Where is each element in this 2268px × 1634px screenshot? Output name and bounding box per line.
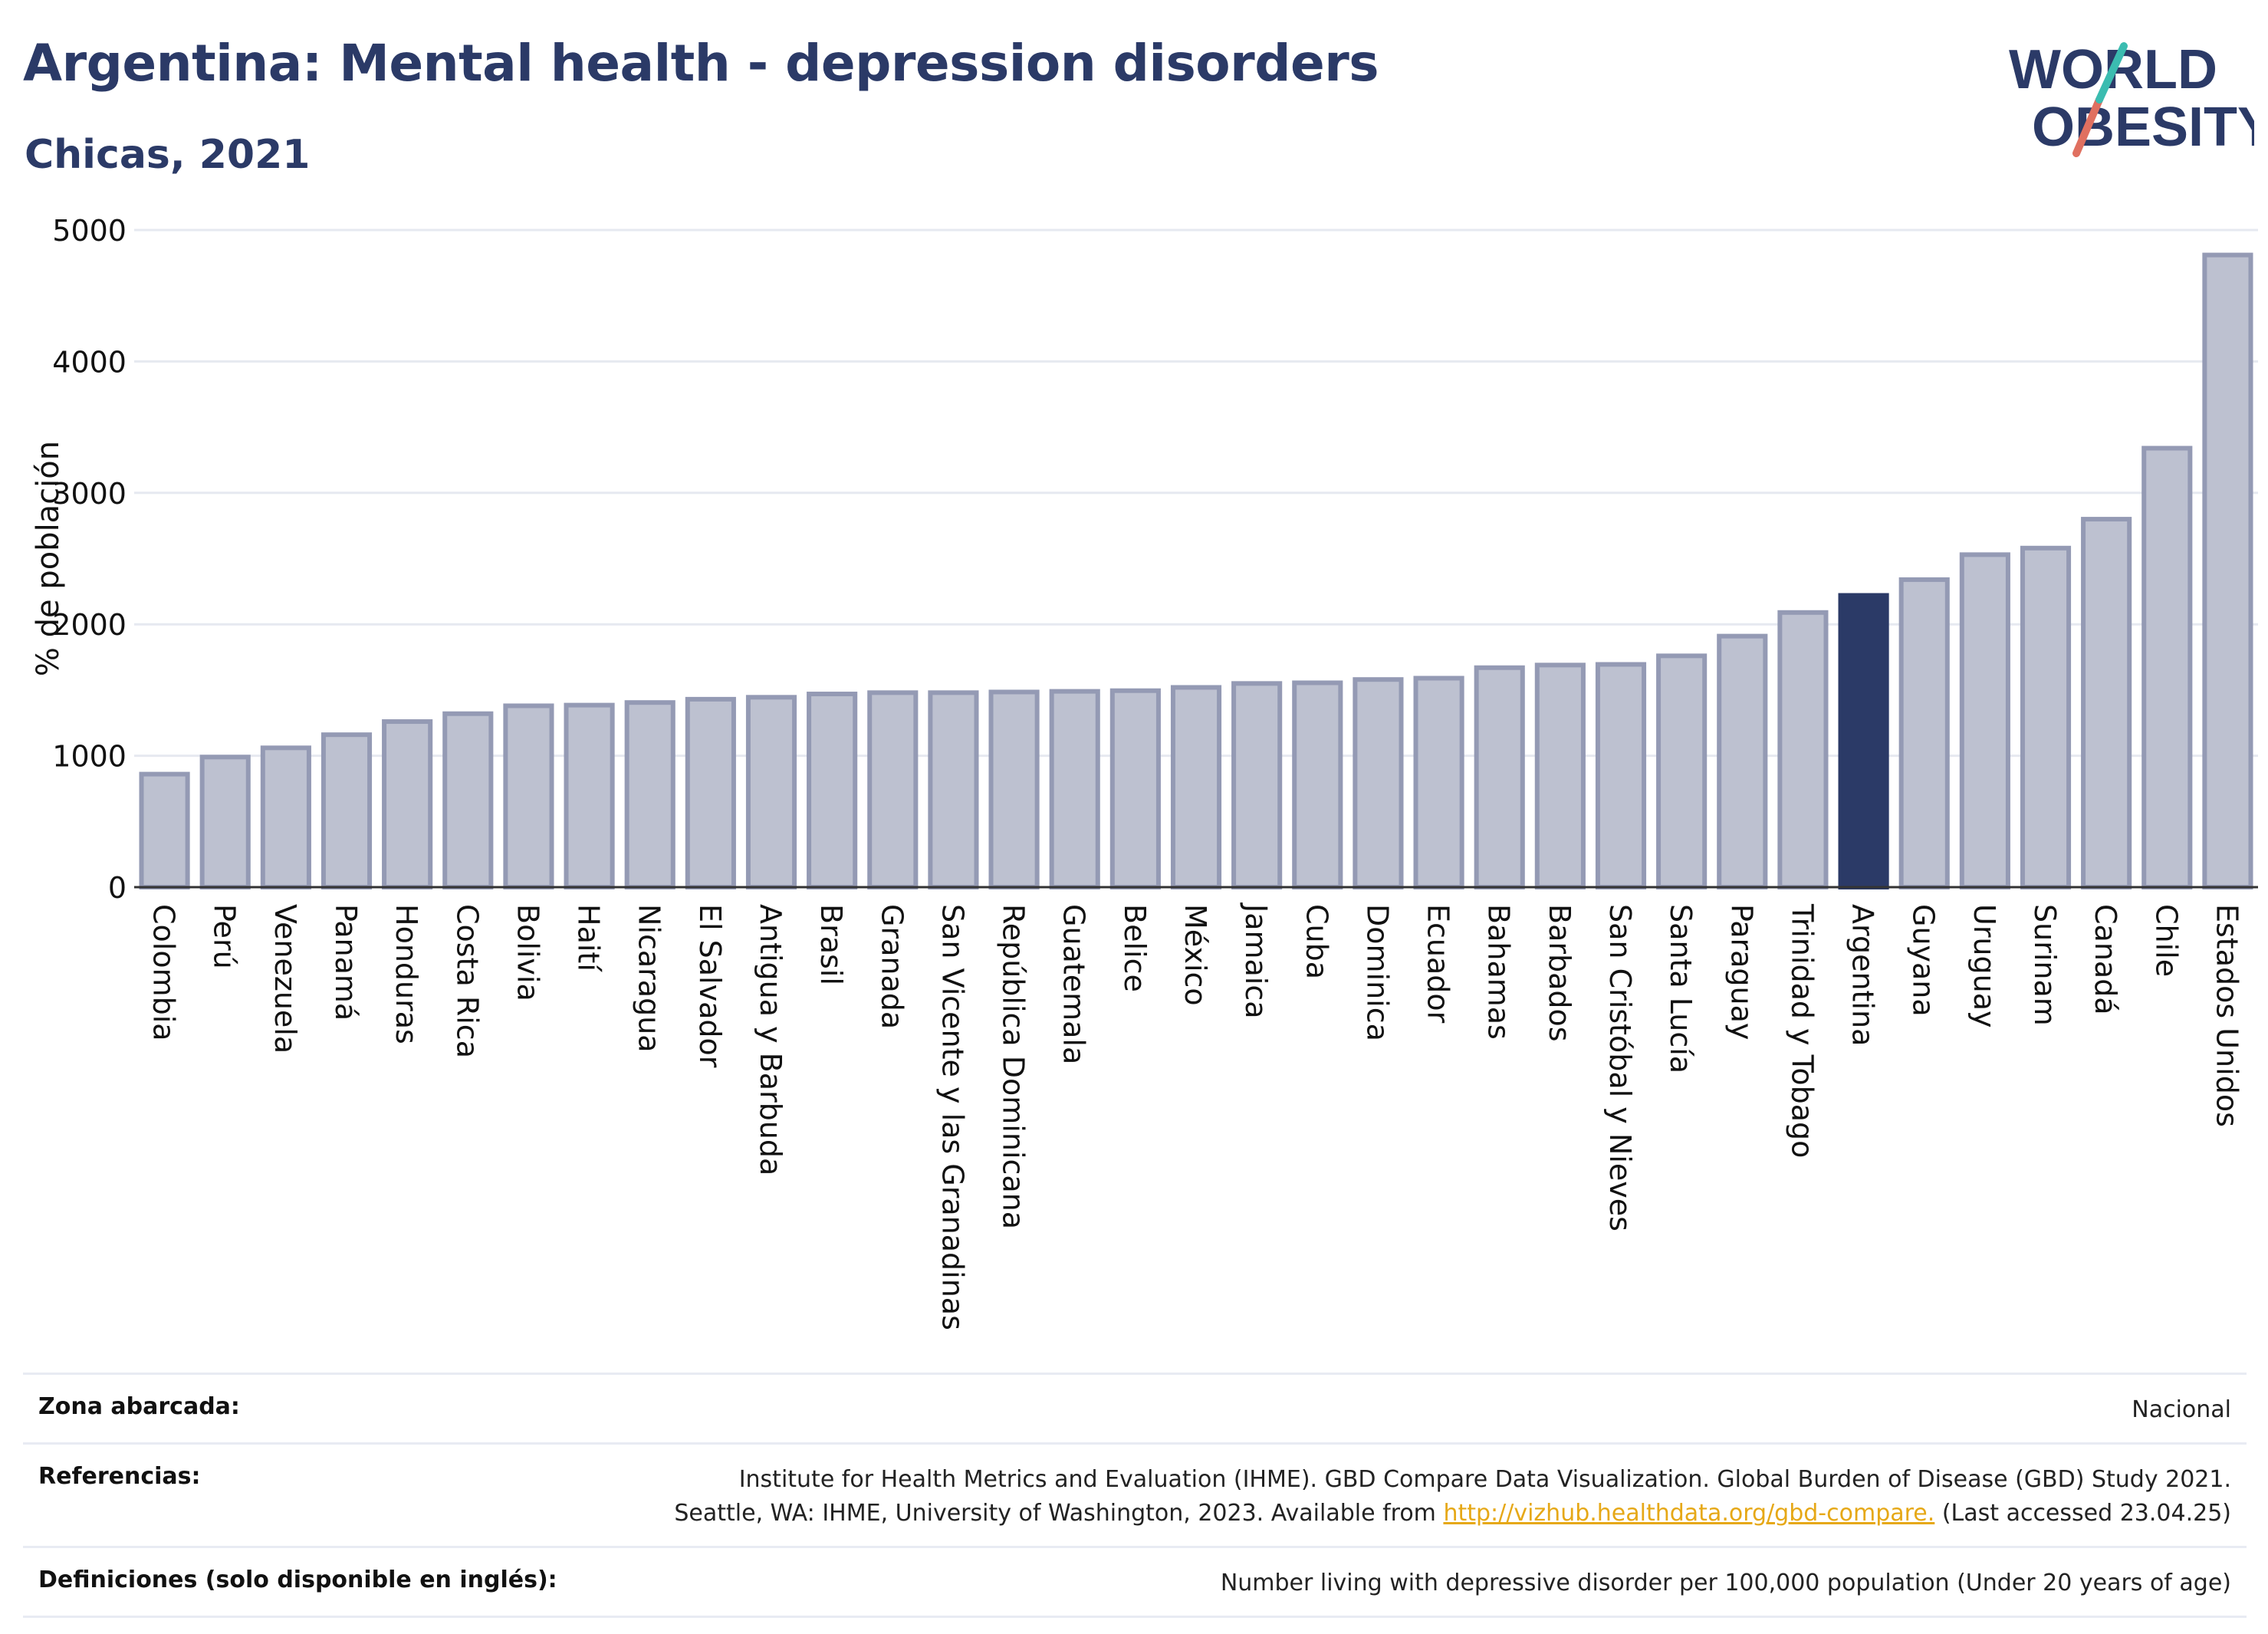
x-tick-label: Brasil xyxy=(814,904,848,985)
x-tick-label: Honduras xyxy=(390,904,423,1044)
chart-subtitle: Chicas, 2021 xyxy=(25,132,311,178)
x-tick-label: Canadá xyxy=(2089,904,2122,1015)
world-obesity-logo: WORLD OBESITY xyxy=(2009,39,2254,158)
x-tick-label: Paraguay xyxy=(1724,904,1758,1040)
x-tick-label: Belice xyxy=(1118,904,1152,992)
x-tick-label: Haití xyxy=(572,904,606,972)
bar xyxy=(139,771,190,890)
bar xyxy=(1595,662,1647,889)
bar xyxy=(1534,662,1586,889)
bar xyxy=(2141,445,2193,889)
footer-value: Institute for Health Metrics and Evaluat… xyxy=(674,1463,2231,1530)
bar xyxy=(1474,665,1525,890)
bar xyxy=(988,689,1040,890)
x-tick-label: Antigua y Barbuda xyxy=(754,904,787,1175)
y-axis-label: % de población xyxy=(31,441,66,676)
bar xyxy=(2081,517,2132,890)
bar xyxy=(1959,552,2010,889)
bar xyxy=(1353,677,1404,889)
x-tick-label: Guatemala xyxy=(1057,904,1091,1064)
reference-prefix: Seattle, WA: IHME, University of Washing… xyxy=(674,1500,1444,1527)
x-tick-label: República Dominicana xyxy=(997,904,1030,1229)
reference-line-1: Institute for Health Metrics and Evaluat… xyxy=(738,1466,2231,1493)
x-tick-label: Barbados xyxy=(1543,904,1576,1042)
x-tick-label: Argentina xyxy=(1846,904,1880,1046)
bar xyxy=(260,745,311,889)
x-tick-label: Granada xyxy=(875,904,909,1029)
bar xyxy=(1838,593,1889,889)
y-tick-label: 3000 xyxy=(52,477,127,511)
chart-title: Argentina: Mental health - depression di… xyxy=(23,34,1379,93)
x-tick-label: México xyxy=(1178,904,1212,1006)
x-tick-label: Jamaica xyxy=(1239,902,1273,1019)
x-tick-label: Uruguay xyxy=(1967,904,2001,1028)
x-tick-label: Colombia xyxy=(147,904,181,1041)
x-tick-label: Surinam xyxy=(2028,904,2062,1026)
bar xyxy=(685,696,736,890)
bar xyxy=(1898,577,1950,889)
y-tick-label: 5000 xyxy=(52,214,127,248)
footer-row-zona: Zona abarcada: Nacional xyxy=(23,1373,2247,1442)
y-tick-label: 4000 xyxy=(52,345,127,379)
footer-value: Number living with depressive disorder p… xyxy=(1220,1570,2231,1596)
x-tick-label: Santa Lucía xyxy=(1664,904,1698,1073)
bar xyxy=(2020,545,2072,890)
bar xyxy=(1413,676,1464,889)
footer-row-definiciones: Definiciones (solo disponible en inglés)… xyxy=(23,1546,2247,1618)
reference-line-2: Seattle, WA: IHME, University of Washing… xyxy=(674,1497,2231,1530)
footer-row-referencias: Referencias: Institute for Health Metric… xyxy=(23,1442,2247,1546)
bar xyxy=(928,690,979,889)
footer-label: Zona abarcada: xyxy=(38,1393,240,1420)
bar xyxy=(624,700,675,889)
y-tick-label: 2000 xyxy=(52,608,127,642)
x-tick-label: Cuba xyxy=(1300,904,1333,979)
footer-label: Referencias: xyxy=(38,1463,201,1490)
bar xyxy=(2202,252,2253,890)
bar xyxy=(1049,689,1100,890)
x-tick-label: San Vicente y las Granadinas xyxy=(935,904,969,1330)
bar xyxy=(442,711,494,890)
x-tick-label: Dominica xyxy=(1360,904,1394,1041)
chart-footer: Zona abarcada: Nacional Referencias: Ins… xyxy=(23,1373,2247,1618)
bar xyxy=(564,702,615,890)
reference-link[interactable]: http://vizhub.healthdata.org/gbd-compare… xyxy=(1443,1500,1935,1527)
x-tick-label: Estados Unidos xyxy=(2210,904,2243,1127)
x-tick-label: Panamá xyxy=(329,904,363,1021)
bar xyxy=(867,690,919,889)
x-tick-label: Chile xyxy=(2149,904,2183,977)
logo-slash-top xyxy=(2095,42,2128,104)
y-tick-label: 0 xyxy=(108,871,127,905)
bar xyxy=(1717,633,1768,889)
y-tick-label: 1000 xyxy=(52,740,127,774)
x-tick-label: El Salvador xyxy=(693,904,727,1068)
x-tick-label: Costa Rica xyxy=(450,904,484,1058)
x-tick-label: Trinidad y Tobago xyxy=(1785,903,1819,1158)
logo-line2: OBESITY xyxy=(2032,97,2254,158)
reference-suffix: (Last accessed 23.04.25) xyxy=(1934,1500,2231,1527)
x-tick-label: Nicaragua xyxy=(633,904,666,1053)
x-tick-label: San Cristóbal y Nieves xyxy=(1603,904,1637,1231)
x-tick-label: Bahamas xyxy=(1482,904,1516,1040)
bar xyxy=(1231,681,1283,890)
bar xyxy=(1777,610,1829,889)
x-tick-label: Ecuador xyxy=(1422,904,1455,1024)
bar-chart: 0 1000 2000 3000 4000 5000 % de población Colom… xyxy=(31,214,2258,1330)
footer-label: Definiciones (solo disponible en inglés)… xyxy=(38,1567,557,1593)
x-tick-label: Bolivia xyxy=(511,904,544,1001)
bar xyxy=(1170,685,1222,889)
footer-value: Nacional xyxy=(2132,1396,2231,1423)
x-tick-label: Venezuela xyxy=(268,904,302,1054)
bar xyxy=(1109,688,1161,890)
bar xyxy=(199,755,251,890)
bar xyxy=(503,703,554,890)
x-tick-label: Guyana xyxy=(1907,904,1941,1017)
bar xyxy=(745,695,797,890)
logo-slash-bottom xyxy=(2072,96,2103,157)
bar xyxy=(1292,680,1343,890)
x-tick-label: Perú xyxy=(208,904,242,969)
bar xyxy=(807,692,858,889)
bar xyxy=(1656,653,1708,889)
bar xyxy=(320,732,373,890)
bar xyxy=(382,719,433,890)
